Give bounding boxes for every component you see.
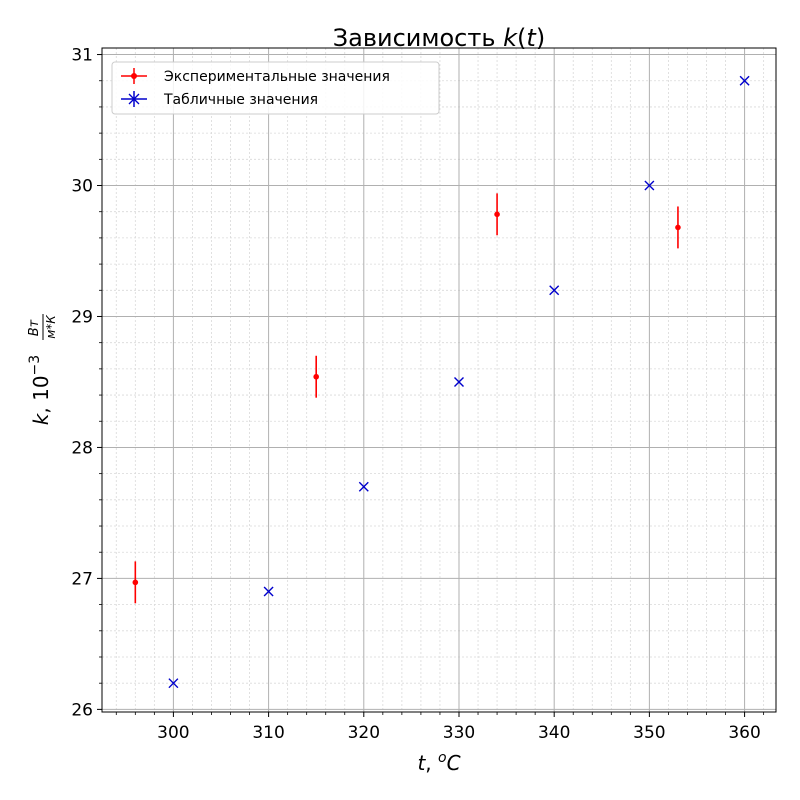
- legend-marker-table: [121, 91, 147, 107]
- table-point: [358, 481, 369, 492]
- axis-ticks: 300 310 320 330 340 350 360 26 27 28 29 30 31: [71, 46, 765, 743]
- major-grid: [102, 48, 776, 712]
- x-tick-label: 340: [538, 723, 570, 743]
- legend-box: [111, 61, 440, 115]
- legend: Экспериментальные значения Табличные зна…: [111, 61, 440, 115]
- minor-grid: [102, 48, 776, 712]
- x-tick-label: 360: [728, 723, 760, 743]
- table-point: [549, 285, 560, 296]
- legend-label-experimental: Экспериментальные значения: [164, 69, 390, 85]
- y-axis-label: k, 10−3 Вт м*К: [27, 314, 58, 425]
- experimental-point: [675, 206, 681, 249]
- x-tick-label: 320: [348, 723, 380, 743]
- x-tick-label: 300: [157, 723, 189, 743]
- y-tick-label: 26: [71, 700, 93, 720]
- svg-text:м*К: м*К: [44, 315, 58, 339]
- experimental-point: [494, 193, 500, 236]
- y-tick-label: 30: [71, 177, 93, 197]
- x-tick-label: 350: [633, 723, 665, 743]
- y-tick-label: 27: [71, 569, 93, 589]
- y-tick-label: 31: [71, 46, 93, 66]
- x-axis-label: t, oC: [417, 750, 460, 775]
- legend-marker-experimental: [121, 68, 147, 84]
- svg-text:Вт: Вт: [27, 319, 42, 336]
- data-points: [132, 75, 750, 689]
- svg-text:k, 10−3: k, 10−3: [27, 355, 53, 425]
- x-tick-label: 330: [443, 723, 475, 743]
- table-point: [168, 678, 179, 689]
- y-tick-label: 29: [71, 307, 93, 327]
- x-tick-label: 310: [252, 723, 284, 743]
- chart-title: Зависимость k(t): [333, 24, 545, 52]
- table-point: [453, 376, 464, 387]
- experimental-point: [132, 561, 139, 604]
- y-tick-label: 28: [71, 438, 93, 458]
- plot-frame: [101, 47, 777, 713]
- legend-label-table: Табличные значения: [163, 92, 318, 108]
- table-point: [644, 180, 655, 191]
- experimental-point: [313, 355, 319, 398]
- table-point: [263, 586, 274, 597]
- table-point: [739, 75, 750, 86]
